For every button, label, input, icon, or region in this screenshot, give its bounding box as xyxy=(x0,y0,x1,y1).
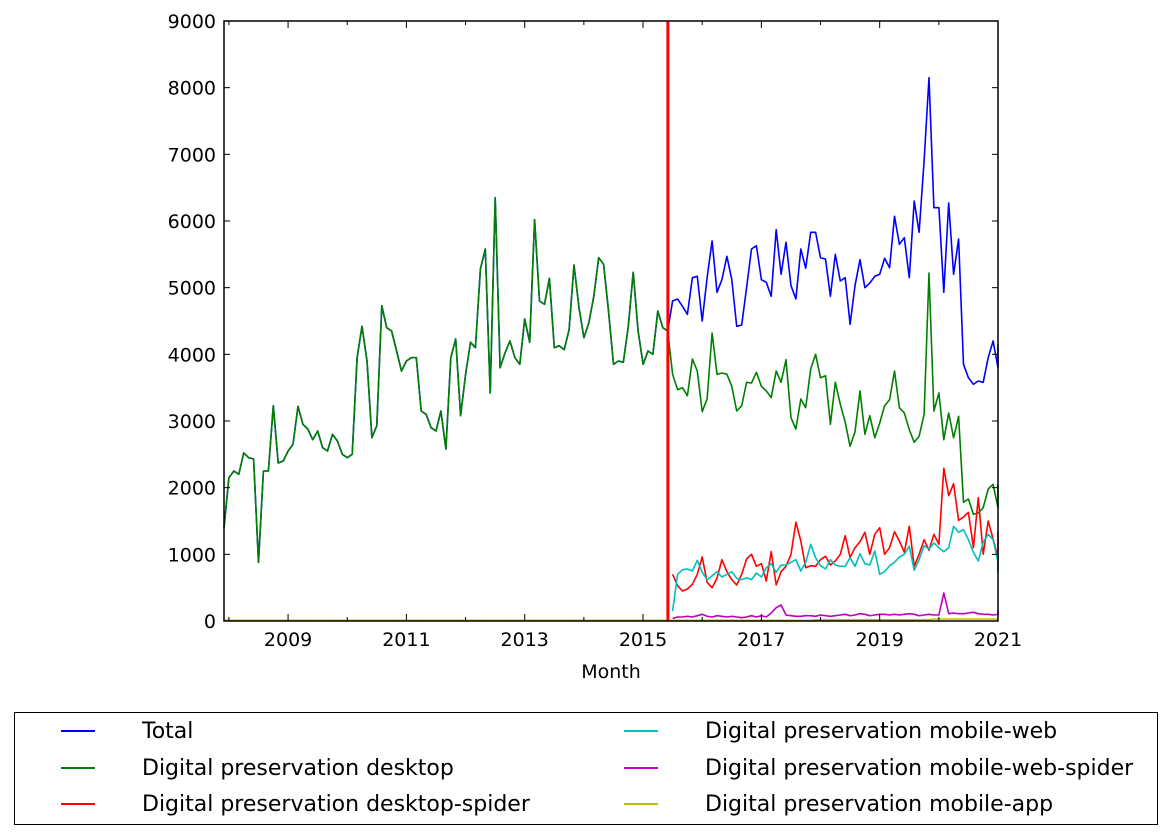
series-layer xyxy=(223,76,999,622)
legend-item-mobile-app: Digital preservation mobile-app xyxy=(624,786,1053,822)
series-line-digital-preservation-desktop xyxy=(223,196,999,564)
plot-frame xyxy=(223,20,999,622)
legend-label: Digital preservation mobile-app xyxy=(705,791,1054,817)
y-tick-label: 9000 xyxy=(168,11,216,33)
legend-label: Digital preservation mobile-web-spider xyxy=(705,755,1134,781)
series-line-digital-preservation-desktop-spider xyxy=(671,467,999,592)
y-tick-label: 6000 xyxy=(168,211,216,233)
legend-swatch-total xyxy=(61,730,95,732)
legend-item-desktop-spider: Digital preservation desktop-spider xyxy=(61,786,530,822)
legend-item-mobile-web-spider: Digital preservation mobile-web-spider xyxy=(624,750,1133,786)
line-chart: 0 1000 2000 3000 4000 5000 6000 7000 8000 9000 200… xyxy=(168,11,1023,683)
x-tick-label: 2009 xyxy=(264,629,312,651)
y-tick-label: 1000 xyxy=(168,544,216,566)
series-line-total xyxy=(223,76,999,564)
x-tick-label: 2017 xyxy=(737,629,785,651)
legend-item-desktop: Digital preservation desktop xyxy=(61,750,454,786)
x-axis-label: Month xyxy=(581,661,641,683)
x-tick-label: 2011 xyxy=(382,629,430,651)
y-tick-label: 8000 xyxy=(168,78,216,100)
legend-label: Digital preservation desktop xyxy=(142,755,454,781)
x-tick-label: 2019 xyxy=(855,629,903,651)
legend-label: Total xyxy=(142,718,194,744)
x-tick-label: 2015 xyxy=(619,629,667,651)
series-line-digital-preservation-mobile-app xyxy=(224,618,998,622)
y-tick-label: 2000 xyxy=(168,478,216,500)
y-tick-label: 0 xyxy=(204,611,216,633)
x-tick-label: 2013 xyxy=(501,629,549,651)
x-tick-label: 2021 xyxy=(974,629,1022,651)
legend-item-mobile-web: Digital preservation mobile-web xyxy=(624,713,1057,749)
series-line-digital-preservation-mobile-web xyxy=(671,525,999,612)
ticks-layer: 0 1000 2000 3000 4000 5000 6000 7000 8000 9000 200… xyxy=(168,11,1023,651)
y-tick-label: 4000 xyxy=(168,344,216,366)
y-tick-label: 3000 xyxy=(168,411,216,433)
y-tick-label: 5000 xyxy=(168,278,216,300)
legend-swatch-mobile-app xyxy=(624,803,658,805)
legend-swatch-mobile-web-spider xyxy=(624,767,658,769)
legend-label: Digital preservation desktop-spider xyxy=(142,791,530,817)
series-line-digital-preservation-mobile-web-spider xyxy=(672,592,999,620)
legend-item-total: Total xyxy=(61,713,193,749)
legend-swatch-desktop xyxy=(61,767,95,769)
y-tick-label: 7000 xyxy=(168,144,216,166)
legend-swatch-mobile-web xyxy=(624,730,658,732)
legend-swatch-desktop-spider xyxy=(61,803,95,805)
legend: Total Digital preservation desktop Digit… xyxy=(14,712,1158,825)
legend-label: Digital preservation mobile-web xyxy=(705,718,1058,744)
